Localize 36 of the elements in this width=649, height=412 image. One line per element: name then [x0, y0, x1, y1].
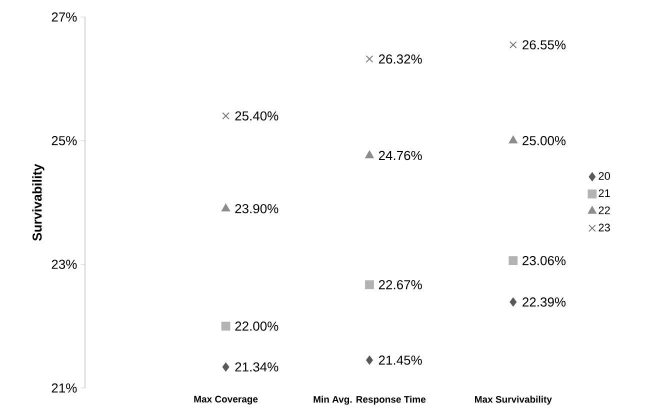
point [366, 55, 374, 63]
data-label: 22.67% [378, 280, 422, 290]
data-label: 23.06% [522, 256, 566, 266]
point [221, 322, 230, 331]
legend-label: 22 [598, 206, 610, 214]
point [365, 150, 374, 158]
y-axis-title: Survivability [32, 164, 44, 241]
point [222, 112, 230, 120]
x-tick-label: Min Avg. Response Time [314, 396, 426, 405]
data-label: 22.00% [235, 322, 278, 331]
data-label: 24.76% [378, 150, 422, 160]
data-label: 25.00% [522, 136, 566, 146]
point [508, 136, 518, 144]
data-label: 26.32% [378, 54, 422, 64]
legend-label: 20 [598, 172, 610, 180]
x-tick-label: Max Survivability [474, 396, 552, 405]
point [366, 356, 373, 365]
point [508, 256, 518, 266]
y-tick-label: 21% [52, 383, 77, 393]
x-tick-label: Max Coverage [194, 396, 258, 404]
data-label: 26.55% [522, 40, 566, 50]
point [221, 204, 230, 212]
y-tick-label: 27% [52, 12, 77, 22]
data-label: 25.40% [235, 111, 278, 121]
legend-label: 23 [598, 224, 610, 232]
data-label: 23.90% [235, 204, 278, 214]
legend-label: 21 [598, 189, 610, 197]
point [510, 298, 517, 306]
data-label: 21.34% [235, 362, 278, 372]
point [222, 362, 230, 372]
point [365, 280, 374, 290]
y-tick-label: 25% [52, 136, 77, 146]
data-label: 21.45% [378, 356, 422, 365]
data-label: 22.39% [522, 297, 566, 307]
point [510, 41, 517, 48]
y-tick-label: 23% [52, 260, 77, 269]
